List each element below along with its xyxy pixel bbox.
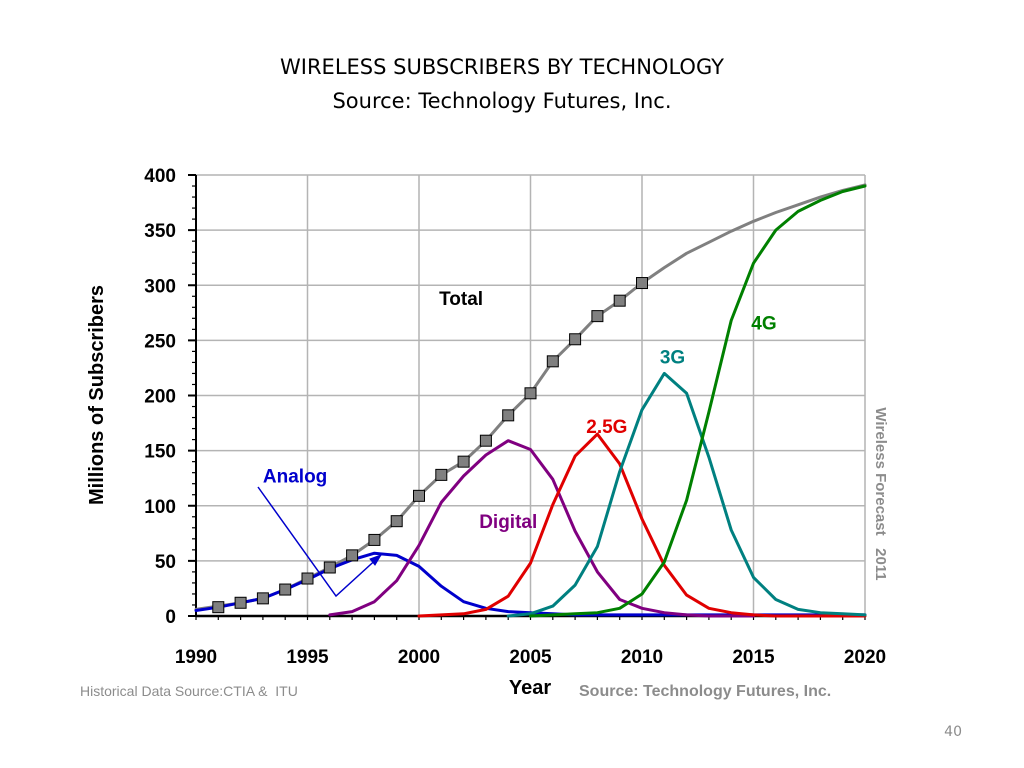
total-data-point <box>256 592 269 605</box>
analog-leader-arrow <box>257 486 382 598</box>
total-data-point <box>279 583 292 596</box>
historical-source-note: Historical Data Source:CTIA & ITU <box>80 683 298 699</box>
series-line-digital <box>328 439 755 618</box>
x-tick-label: 1990 <box>175 647 217 668</box>
total-data-point <box>457 455 470 468</box>
slide-title: WIRELESS SUBSCRIBERS BY TECHNOLOGY Sourc… <box>0 50 1004 118</box>
series-line-2-5g <box>417 432 867 618</box>
total-data-point <box>346 549 359 562</box>
x-tick-label: 2015 <box>732 647 775 668</box>
x-tick-label: 1995 <box>286 647 329 668</box>
series-line-4g <box>529 184 867 618</box>
total-data-point <box>636 277 648 290</box>
series-label-digital: Digital <box>479 512 537 533</box>
series-label-3g: 3G <box>660 348 685 369</box>
x-tick-label: 2005 <box>509 647 552 668</box>
total-data-point <box>524 387 537 400</box>
series-label-total: Total <box>439 289 483 310</box>
y-tick-label: 50 <box>155 552 176 573</box>
total-data-point <box>212 601 225 614</box>
y-tick-label: 0 <box>165 607 176 628</box>
slide-title-line2: Source: Technology Futures, Inc. <box>332 89 672 113</box>
x-tick-label: 2020 <box>844 647 886 668</box>
total-data-point <box>234 596 247 609</box>
total-data-point <box>301 572 314 585</box>
x-tick-label: 2010 <box>621 647 663 668</box>
x-tick-label: 2000 <box>398 647 440 668</box>
total-data-point <box>546 355 559 368</box>
series-line-3g <box>506 371 867 618</box>
page-number: 40 <box>944 724 962 740</box>
total-data-point <box>613 294 626 307</box>
total-data-point <box>435 468 448 481</box>
total-data-point <box>479 434 492 447</box>
slide-title-line1: WIRELESS SUBSCRIBERS BY TECHNOLOGY <box>280 55 724 79</box>
y-axis-title: Millions of Subscribers <box>86 285 108 505</box>
analog-arrowhead <box>369 554 383 566</box>
y-tick-label: 150 <box>144 442 176 463</box>
y-tick-label: 250 <box>144 331 176 352</box>
total-data-point <box>368 533 381 546</box>
y-tick-label: 200 <box>144 387 176 408</box>
series-label-4g: 4G <box>751 313 776 334</box>
y-tick-label: 100 <box>144 497 176 518</box>
y-tick-label: 350 <box>144 221 176 242</box>
y-tick-label: 400 <box>144 166 176 187</box>
total-data-point <box>591 310 604 323</box>
forecast-source-note: Source: Technology Futures, Inc. <box>579 683 831 700</box>
total-data-point <box>569 333 582 346</box>
total-data-point <box>502 409 515 422</box>
total-data-point <box>390 515 403 528</box>
forecast-side-label: Wireless Forecast 2011 <box>872 407 889 580</box>
x-axis-title: Year <box>509 677 551 699</box>
series-label-2-5g: 2.5G <box>586 417 627 438</box>
series-label-analog: Analog <box>263 467 327 488</box>
y-tick-label: 300 <box>144 276 176 297</box>
total-data-point <box>413 489 425 502</box>
total-data-point <box>323 561 336 574</box>
